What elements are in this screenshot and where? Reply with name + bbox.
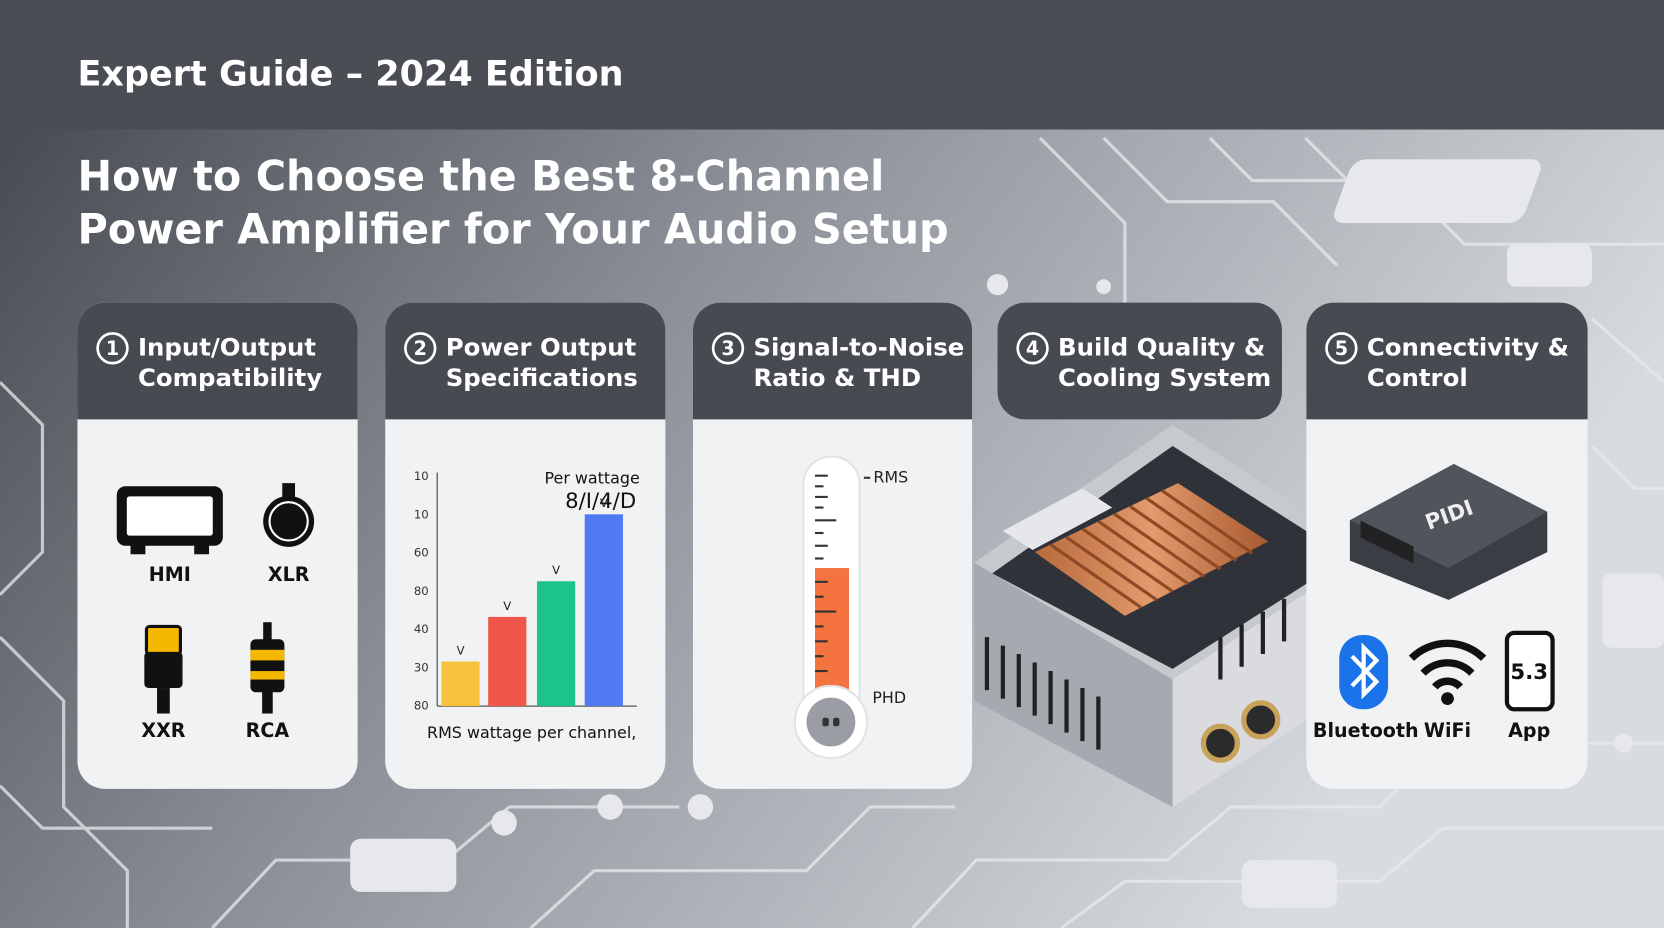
amplifier-illustration xyxy=(974,424,1369,807)
y-tick-label: 80 xyxy=(414,699,429,713)
connectivity-label: App xyxy=(1508,719,1550,742)
number-badge xyxy=(1016,332,1049,365)
connector-label: XLR xyxy=(268,563,310,586)
card-title: Input/Output xyxy=(138,332,316,361)
bar xyxy=(441,661,480,707)
card-title: Power Output xyxy=(446,332,637,361)
connector-label: HMI xyxy=(149,563,191,586)
bar-label: V xyxy=(552,563,560,577)
card-number: 1 xyxy=(106,337,119,360)
bar xyxy=(536,581,576,707)
thermometer-label: RMS xyxy=(873,467,908,486)
title-line: How to Choose the Best 8-Channel xyxy=(77,152,884,200)
power-chart: Per wattage 8/I/4/D RMS wattage per chan… xyxy=(414,468,640,742)
card-title: Connectivity & xyxy=(1367,332,1569,361)
thermometer-label: PHD xyxy=(872,688,906,707)
y-tick-label: 10 xyxy=(414,507,429,521)
device xyxy=(1349,464,1548,600)
y-tick-label: 40 xyxy=(414,622,429,636)
card-title: Build Quality & xyxy=(1058,332,1265,361)
card-title: Ratio & THD xyxy=(753,363,921,392)
card-number: 3 xyxy=(721,337,734,360)
bar xyxy=(584,514,623,707)
connector-icons xyxy=(116,483,315,714)
card-title: Compatibility xyxy=(138,363,322,392)
title-line: Power Amplifier for Your Audio Setup xyxy=(77,206,948,254)
connector-label: XXR xyxy=(141,719,185,742)
chips xyxy=(350,159,1664,908)
connectivity-icons xyxy=(1339,630,1555,712)
card-title: Control xyxy=(1367,363,1468,392)
card-title: Cooling System xyxy=(1058,363,1271,392)
card-number: 2 xyxy=(414,337,427,360)
number-badge xyxy=(1325,332,1358,365)
app-version: 5.3 xyxy=(1510,660,1548,685)
connector-label: RCA xyxy=(246,719,290,742)
card-title: Specifications xyxy=(446,363,638,392)
connectivity-label: WiFi xyxy=(1424,719,1471,742)
card-header xyxy=(385,302,666,420)
chart-annotation: 8/I/4/D xyxy=(565,489,636,514)
card-number: 5 xyxy=(1335,337,1348,360)
header-title: Expert Guide – 2024 Edition xyxy=(77,53,623,94)
card: 4 Build Quality &Cooling System xyxy=(997,302,1282,420)
y-tick-label: 10 xyxy=(414,469,429,483)
bar-label: V xyxy=(600,496,608,510)
card-header xyxy=(77,302,358,420)
number-badge xyxy=(96,332,129,365)
card-header xyxy=(692,302,973,420)
y-tick-label: 30 xyxy=(414,660,429,674)
bar-label: V xyxy=(503,599,511,613)
header-bar xyxy=(0,0,1664,130)
y-tick-label: 60 xyxy=(414,546,429,560)
y-tick-label: 80 xyxy=(414,584,429,598)
card-header xyxy=(1306,302,1588,420)
number-badge xyxy=(711,332,745,365)
thermometer xyxy=(793,455,871,760)
chart-annotation: Per wattage xyxy=(545,468,640,487)
card-number: 4 xyxy=(1026,337,1039,360)
x-axis-label: RMS wattage per channel, xyxy=(427,723,636,742)
card-header xyxy=(997,302,1282,420)
connectivity-label: Bluetooth xyxy=(1313,719,1419,742)
number-badge xyxy=(404,332,437,365)
bar xyxy=(488,616,527,707)
card-title: Signal-to-Noise xyxy=(753,332,964,361)
bar-label: V xyxy=(457,643,465,657)
